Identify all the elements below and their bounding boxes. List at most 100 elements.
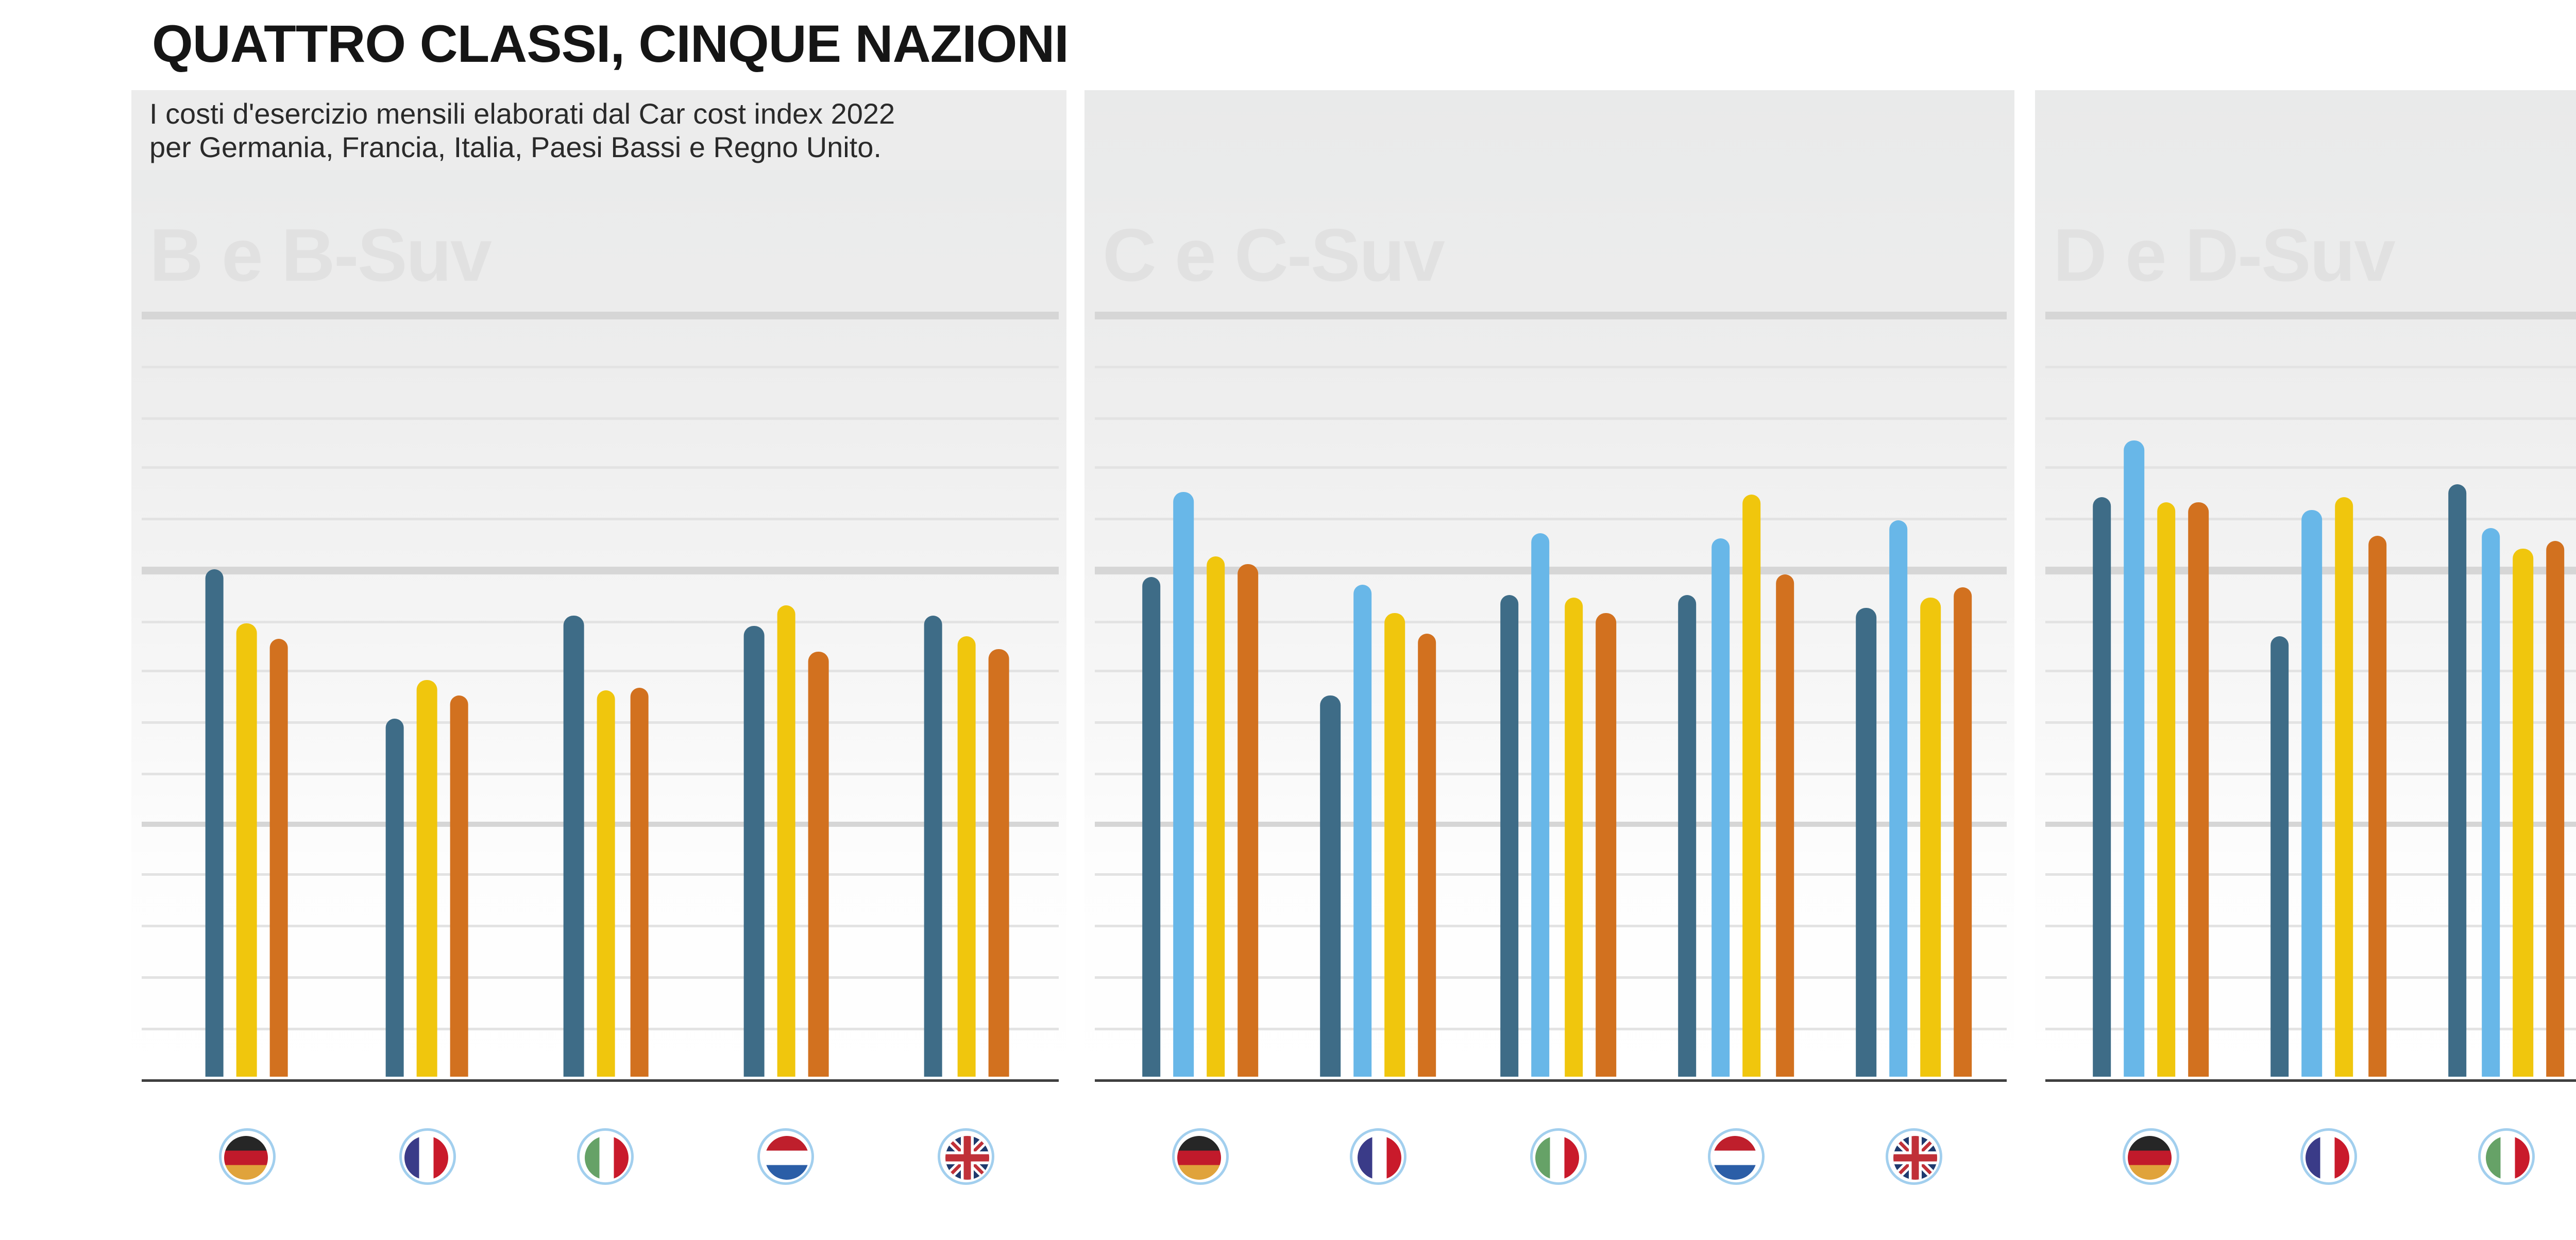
gridline-1000-major [1095,567,2007,574]
bar-diesel-italia [1564,597,1583,1078]
subtitle-box: I costi d'esercizio mensili elaborati da… [131,90,1066,170]
bar-diesel-francia [417,681,436,1078]
flag-cell-it [1468,1128,1647,1190]
axis-baseline [142,1078,1059,1083]
flag-germania-icon [2121,1128,2178,1185]
flag-paesi-bassi-icon [758,1128,815,1185]
bar-diesel-germania [237,622,257,1078]
bar-benzina-regno-unito [1954,586,1973,1078]
bar-row-paesi-bassi [1677,495,1794,1078]
flag-inner-nl [764,1134,808,1179]
bar-groups-d-e-d-suv [2061,90,2576,1078]
gridline-100 [1095,1027,2007,1030]
gridline-1400 [142,365,1059,368]
bar-bev-germania [205,569,225,1078]
gridline-200 [1095,976,2007,979]
bar-benzina-francia [449,696,469,1078]
bar-row-francia [385,681,469,1078]
flags-row-c-e-c-suv [1110,1128,2004,1190]
bar-diesel-italia [597,691,616,1078]
group-d-e-d-suv-italia [2417,90,2576,1078]
bar-diesel-italia [2513,548,2532,1078]
panel-title-watermark-c-e-c-suv: C e C-Suv [1103,216,1445,299]
flag-union-jack [944,1134,988,1179]
flag-inner-it [1535,1134,1580,1179]
group-b-e-b-suv-francia [337,90,517,1078]
gridline-1300 [2045,416,2576,419]
group-b-e-b-suv-paesi-bassi [697,90,876,1078]
group-c-e-c-suv-regno-unito [1825,90,2004,1078]
bar-bev-germania [2092,497,2111,1078]
bar-bev-regno-unito [1856,607,1876,1078]
flag-francia-icon [2299,1128,2357,1185]
flag-cell-fr [1289,1128,1468,1190]
bar-bev-italia [565,615,584,1078]
bar-row-germania [205,569,289,1078]
bar-ibrido-plug-in-regno-unito [1889,520,1908,1078]
group-b-e-b-suv-regno-unito [876,90,1056,1078]
flag-inner-it [2484,1134,2529,1179]
bar-row-francia [2270,497,2386,1078]
page-title: QUATTRO CLASSI, CINQUE NAZIONI [152,15,1069,75]
flag-francia-icon [1350,1128,1407,1185]
bar-ibrido-plug-in-paesi-bassi [1710,538,1730,1078]
bar-row-regno-unito [1856,520,1973,1078]
panel-c-e-c-suv: C e C-Suv [1084,90,2014,1083]
flag-cell-fr [337,1128,517,1190]
panel-title-watermark-b-e-b-suv: B e B-Suv [149,216,492,299]
flag-inner-de [225,1134,269,1179]
group-c-e-c-suv-paesi-bassi [1647,90,1825,1078]
flag-stripes [2306,1134,2350,1179]
bar-benzina-paesi-bassi [809,653,828,1078]
flag-paesi-bassi-icon [1707,1128,1765,1185]
bar-row-regno-unito [924,615,1008,1078]
bar-diesel-francia [2334,497,2354,1078]
group-b-e-b-suv-germania [157,90,337,1078]
gridline-300 [1095,925,2007,928]
bar-bev-italia [2448,485,2468,1078]
flag-stripes [1178,1134,1222,1179]
bar-bev-francia [2270,635,2290,1078]
bar-row-italia [565,615,649,1078]
bar-benzina-italia [1596,612,1616,1078]
bar-ibrido-plug-in-francia [1352,584,1372,1078]
gridline-1300 [142,416,1059,419]
gridline-1100 [1095,518,2007,521]
panel-d-e-d-suv: D e D-Suv [2035,90,2576,1083]
bar-diesel-paesi-bassi [776,604,796,1078]
flag-stripes [584,1134,629,1179]
panel-b-e-b-suv: I costi d'esercizio mensili elaborati da… [131,90,1066,1083]
bar-bev-paesi-bassi [744,624,764,1078]
gridline-800 [1095,671,2007,674]
flag-cell-it [517,1128,697,1190]
bar-groups-b-e-b-suv [157,90,1056,1078]
flag-inner-gb [1893,1134,1937,1179]
gridline-400 [1095,874,2007,877]
flag-stripes [2128,1134,2172,1179]
bar-ibrido-plug-in-italia [2481,528,2500,1078]
bar-bev-francia [1320,696,1340,1078]
subtitle-line-2: per Germania, Francia, Italia, Paesi Bas… [149,133,882,164]
bar-bev-germania [1141,576,1161,1078]
gridline-1100 [142,518,1059,521]
bar-benzina-francia [2367,536,2386,1078]
flag-regno-unito-icon [1886,1128,1943,1185]
flag-stripes [1357,1134,1401,1179]
flag-stripes [404,1134,449,1179]
flag-stripes [2484,1134,2529,1179]
bar-bev-regno-unito [924,615,943,1078]
flag-inner-fr [404,1134,449,1179]
gridline-1200 [142,467,1059,470]
flag-germania-icon [1171,1128,1228,1185]
flag-cell-de [1110,1128,1289,1190]
flag-cell-fr [2239,1128,2417,1190]
flag-cell-nl [1647,1128,1825,1190]
bar-ibrido-plug-in-italia [1531,533,1551,1078]
axis-baseline [1095,1078,2007,1083]
bar-benzina-paesi-bassi [1775,574,1794,1078]
flag-cell-de [2061,1128,2239,1190]
bar-diesel-regno-unito [1921,597,1941,1078]
panel-title-watermark-d-e-d-suv: D e D-Suv [2053,216,2396,299]
bar-ibrido-plug-in-germania [1174,492,1193,1078]
flag-inner-nl [1714,1134,1758,1179]
